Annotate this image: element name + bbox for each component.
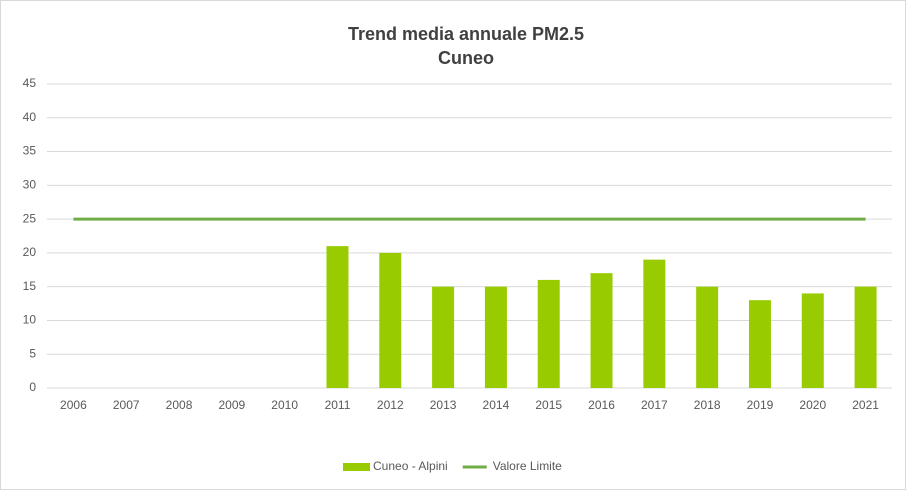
x-tick-label: 2016 bbox=[588, 398, 615, 412]
bar bbox=[643, 259, 666, 388]
x-tick-label: 2020 bbox=[799, 398, 826, 412]
y-tick-label: 15 bbox=[23, 279, 37, 293]
x-tick-label: 2007 bbox=[113, 398, 140, 412]
bar bbox=[854, 286, 877, 388]
x-tick-label: 2011 bbox=[325, 398, 351, 412]
bar bbox=[537, 279, 560, 388]
x-tick-label: 2010 bbox=[271, 398, 298, 412]
x-tick-label: 2008 bbox=[166, 398, 193, 412]
bar bbox=[696, 286, 719, 388]
y-tick-label: 25 bbox=[23, 211, 37, 225]
y-tick-label: 5 bbox=[29, 346, 36, 360]
x-tick-label: 2013 bbox=[430, 398, 457, 412]
bar bbox=[432, 286, 455, 388]
x-tick-label: 2017 bbox=[641, 398, 668, 412]
x-tick-label: 2006 bbox=[60, 398, 87, 412]
bar bbox=[590, 273, 613, 388]
bar bbox=[748, 300, 771, 388]
legend-label: Valore Limite bbox=[493, 459, 562, 473]
bar bbox=[379, 252, 402, 388]
chart-title: Trend media annuale PM2.5 bbox=[348, 24, 584, 44]
y-tick-label: 45 bbox=[23, 76, 37, 90]
x-tick-label: 2015 bbox=[535, 398, 562, 412]
x-tick-label: 2019 bbox=[747, 398, 774, 412]
x-tick-label: 2014 bbox=[483, 398, 510, 412]
bar bbox=[326, 246, 349, 388]
x-tick-label: 2018 bbox=[694, 398, 721, 412]
y-tick-label: 35 bbox=[23, 144, 37, 158]
y-tick-label: 40 bbox=[23, 110, 37, 124]
y-tick-label: 0 bbox=[29, 380, 36, 394]
x-tick-label: 2021 bbox=[852, 398, 879, 412]
chart-subtitle: Cuneo bbox=[438, 48, 494, 68]
y-tick-label: 30 bbox=[23, 178, 37, 192]
bar bbox=[801, 293, 824, 388]
y-tick-label: 20 bbox=[23, 245, 37, 259]
bar bbox=[484, 286, 507, 388]
legend-swatch bbox=[343, 463, 370, 471]
legend-label: Cuneo - Alpini bbox=[373, 459, 448, 473]
x-tick-label: 2012 bbox=[377, 398, 404, 412]
y-tick-label: 10 bbox=[23, 313, 37, 327]
x-tick-label: 2009 bbox=[218, 398, 245, 412]
